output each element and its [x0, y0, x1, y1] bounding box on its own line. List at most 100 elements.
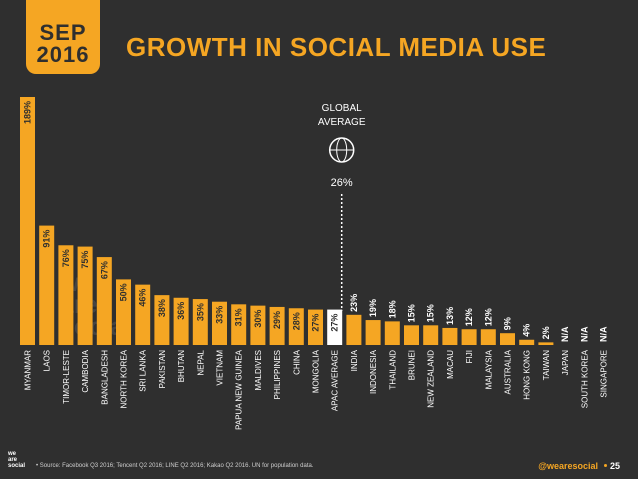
- data-label: 28%: [291, 312, 301, 330]
- data-label: 50%: [119, 283, 129, 301]
- bar: [480, 329, 496, 345]
- logo-line: we: [8, 451, 17, 457]
- data-label: N/A: [599, 326, 609, 342]
- bar: [77, 246, 93, 345]
- data-label: 27%: [330, 314, 340, 332]
- data-label: 67%: [99, 261, 109, 279]
- category-label: AUSTRALIA: [504, 349, 513, 394]
- bar: [442, 327, 458, 345]
- category-label: NEW ZEALAND: [427, 350, 436, 408]
- data-label: 91%: [42, 230, 52, 248]
- data-label: 18%: [387, 300, 397, 318]
- category-label: MACAU: [446, 350, 455, 379]
- bar: [58, 245, 74, 345]
- bar: [173, 297, 189, 345]
- bar: [288, 308, 304, 345]
- category-label: JAPAN: [561, 350, 570, 375]
- bar: [269, 306, 285, 345]
- category-label: MALDIVES: [254, 350, 263, 390]
- data-label: 12%: [464, 308, 474, 326]
- bar: [327, 309, 343, 345]
- date-year: 2016: [36, 42, 90, 67]
- data-label: 189%: [23, 101, 33, 124]
- bar: [308, 309, 323, 345]
- category-label: SINGAPORE: [600, 350, 609, 398]
- category-label: TAIWAN: [542, 350, 551, 380]
- bar: [250, 305, 266, 345]
- category-label: HONG KONG: [523, 350, 532, 400]
- bar: [20, 97, 35, 345]
- bar: [39, 225, 55, 345]
- data-label: 27%: [311, 314, 321, 332]
- bar: [135, 284, 151, 345]
- data-label: N/A: [560, 326, 570, 342]
- bar: [231, 304, 247, 345]
- category-label: PHILIPPINES: [273, 350, 282, 399]
- logo-line: are: [8, 457, 18, 463]
- category-label: MONGOLIA: [312, 349, 321, 393]
- bar: [192, 299, 208, 345]
- category-label: FIJI: [465, 350, 474, 363]
- bar: [538, 342, 554, 345]
- bar: [346, 314, 362, 345]
- global-average-value: 26%: [331, 177, 353, 189]
- bar: [461, 329, 477, 345]
- data-label: 46%: [138, 289, 148, 307]
- bar: [212, 301, 227, 345]
- data-label: 38%: [157, 299, 167, 317]
- global-average-label: GLOBAL: [322, 103, 362, 114]
- category-label: APAC AVERAGE: [331, 350, 340, 411]
- data-label: 35%: [195, 303, 205, 321]
- category-label: INDONESIA: [369, 349, 378, 394]
- global-average-label: AVERAGE: [318, 117, 366, 128]
- date-badge: SEP 2016: [26, 0, 100, 74]
- category-label: BHUTAN: [177, 350, 186, 383]
- data-label: N/A: [579, 326, 589, 342]
- category-label: INDIA: [350, 349, 359, 371]
- we-are-social-logo: we are social: [8, 451, 30, 469]
- date-month: SEP: [39, 20, 87, 45]
- category-label: TIMOR-LESTE: [62, 350, 71, 404]
- data-label: 31%: [234, 308, 244, 326]
- bar: [154, 295, 170, 345]
- data-label: 13%: [445, 307, 455, 325]
- category-label: SOUTH KOREA: [580, 349, 589, 408]
- bar: [96, 257, 112, 345]
- data-label: 29%: [272, 311, 282, 329]
- data-label: 2%: [541, 326, 551, 339]
- category-label: PAKISTAN: [158, 350, 167, 389]
- data-label: 30%: [253, 310, 263, 328]
- data-label: 76%: [61, 249, 71, 267]
- bar: [365, 320, 381, 345]
- category-label: SRI LANKA: [139, 349, 148, 391]
- bar: [423, 325, 439, 345]
- category-label: MYANMAR: [24, 350, 33, 391]
- category-label: CHINA: [292, 349, 301, 375]
- data-label: 33%: [215, 306, 225, 324]
- category-label: MALAYSIA: [484, 349, 493, 389]
- category-label: THAILAND: [388, 350, 397, 390]
- category-label: BANGLADESH: [100, 350, 109, 405]
- page-title: GROWTH IN SOCIAL MEDIA USE: [126, 32, 547, 62]
- page-number: 25: [609, 461, 620, 471]
- data-label: 75%: [80, 251, 90, 269]
- category-label: BRUNEI: [408, 350, 417, 380]
- data-label: 15%: [426, 304, 436, 322]
- bar: [500, 333, 515, 345]
- data-label: 9%: [503, 317, 513, 330]
- twitter-handle: @wearesocial: [538, 461, 598, 471]
- category-label: CAMBODIA: [81, 349, 90, 392]
- logo-line: social: [8, 463, 26, 469]
- data-label: 12%: [483, 308, 493, 326]
- data-label: 36%: [176, 302, 186, 320]
- category-label: VIETNAM: [216, 350, 225, 386]
- data-label: 4%: [522, 324, 532, 337]
- bar: [404, 325, 419, 345]
- data-label: 19%: [368, 299, 378, 317]
- bar: [519, 339, 535, 345]
- data-label: 23%: [349, 294, 359, 312]
- category-label: LAOS: [43, 350, 52, 371]
- separator-dot: [604, 464, 607, 467]
- category-label: NEPAL: [196, 349, 205, 375]
